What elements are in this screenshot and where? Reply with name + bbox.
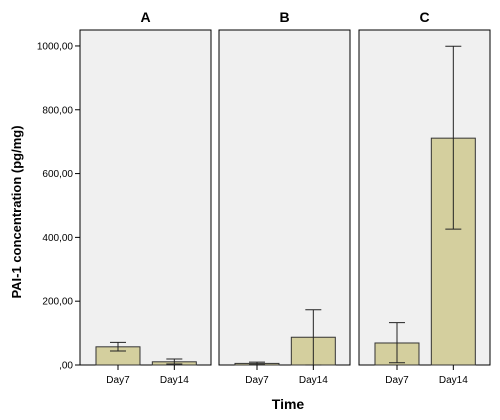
y-tick-label: 200,00	[42, 297, 73, 308]
y-tick-label: 800,00	[42, 105, 73, 116]
y-tick-label: ,00	[59, 361, 73, 372]
y-axis-title: PAI-1 concentration (pg/mg)	[9, 125, 24, 298]
x-axis-title: Time	[272, 396, 305, 412]
panel-a	[79, 29, 212, 366]
x-tick-label: Day7	[245, 375, 269, 386]
y-tick-label: 1000,00	[37, 41, 74, 52]
panel-title: A	[140, 9, 150, 25]
panel-b	[218, 29, 351, 366]
x-tick-label: Day7	[385, 375, 409, 386]
panel-title: C	[419, 9, 429, 25]
panel-title: B	[279, 9, 289, 25]
x-tick-label: Day14	[299, 375, 328, 386]
x-tick-label: Day7	[106, 375, 130, 386]
y-tick-label: 400,00	[42, 233, 73, 244]
x-tick-label: Day14	[160, 375, 189, 386]
x-tick-label: Day14	[439, 375, 468, 386]
y-tick-label: 600,00	[42, 169, 73, 180]
plot-area: ,00 200,00 400,00 600,00 800,00 1000,00 A Day7 D…	[37, 9, 491, 386]
